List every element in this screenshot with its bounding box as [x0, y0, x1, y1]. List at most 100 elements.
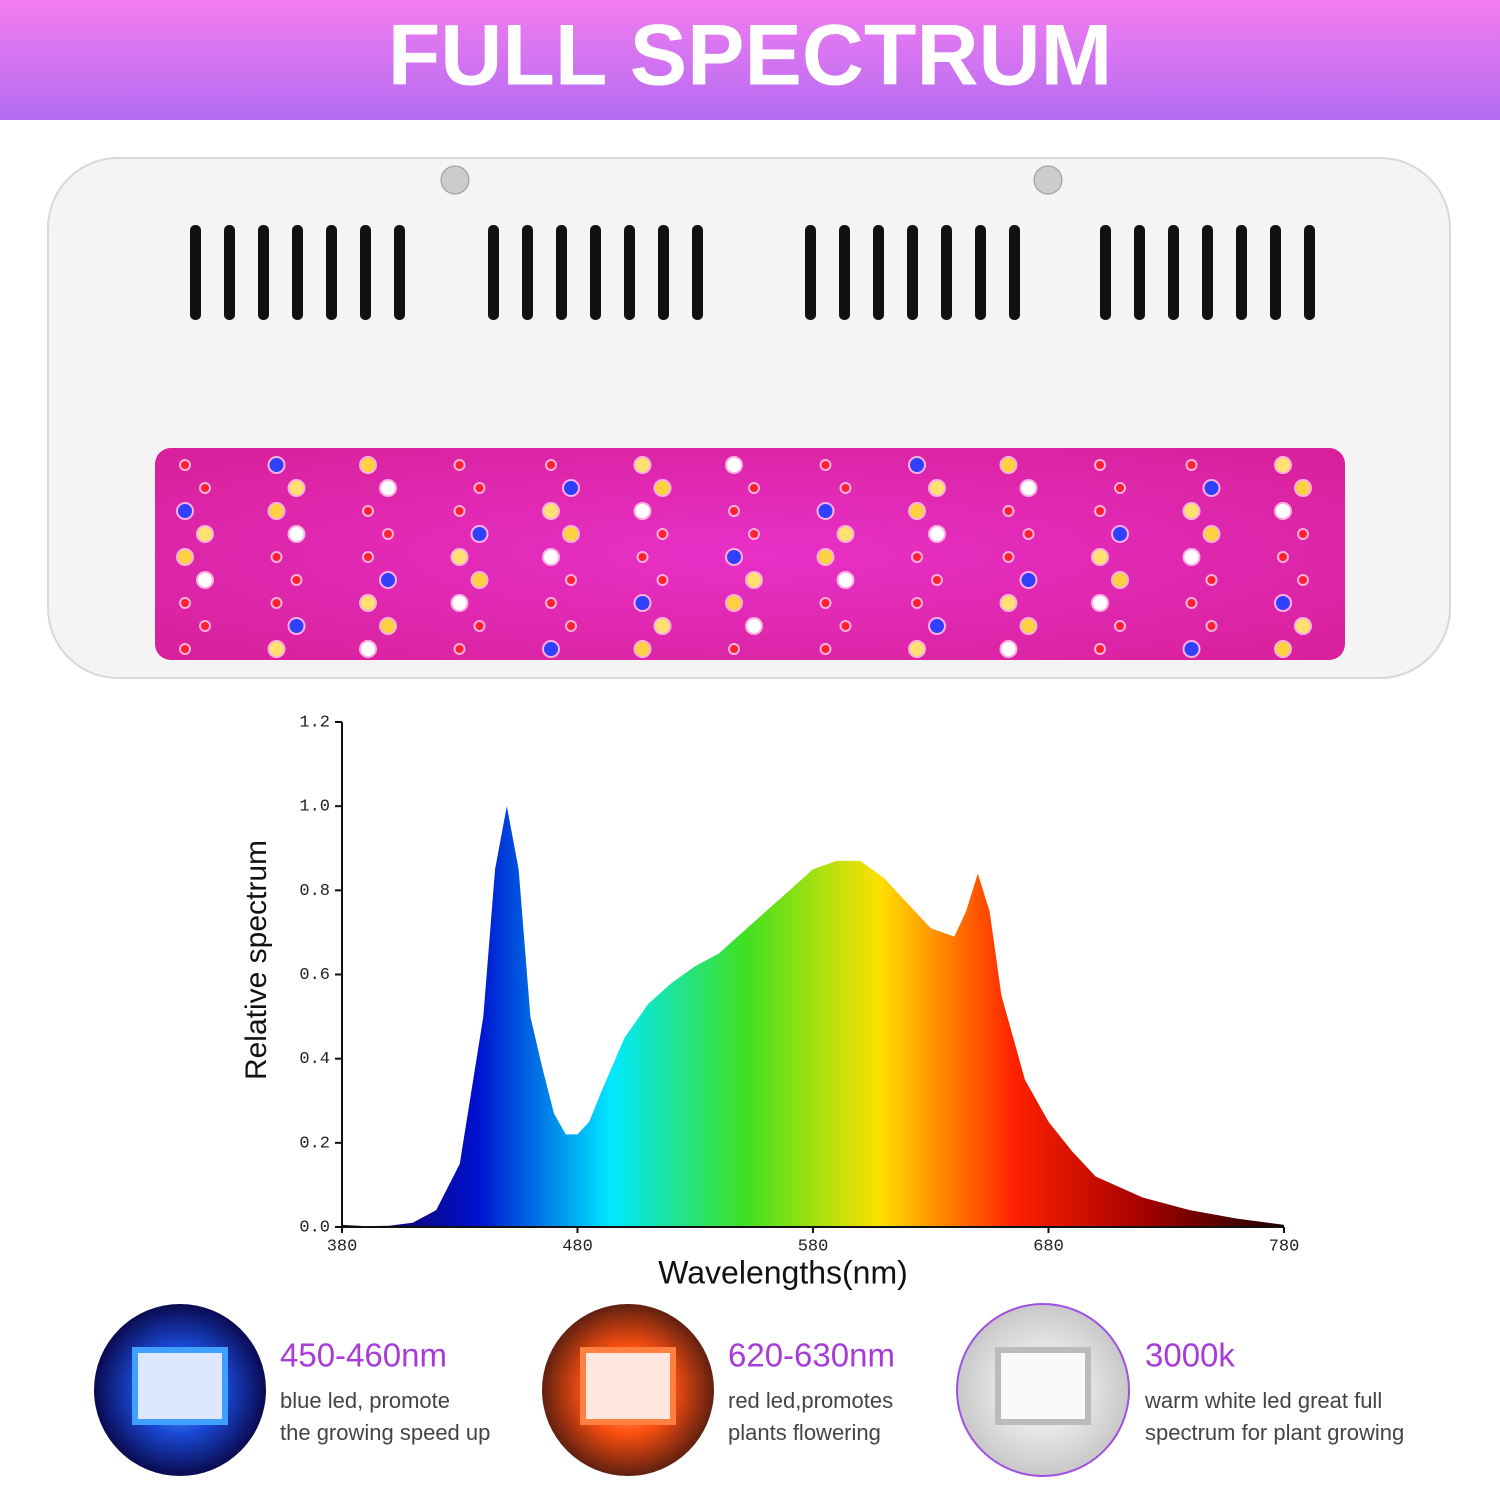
led	[470, 571, 489, 589]
led	[633, 456, 652, 474]
led	[196, 571, 214, 589]
feature-text: red led,promotes	[728, 1388, 893, 1413]
led	[565, 620, 577, 632]
feature-text: warm white led great full	[1144, 1388, 1382, 1413]
feature-title: 3000k	[1145, 1337, 1235, 1374]
led	[287, 525, 306, 543]
led	[836, 571, 855, 589]
vent	[1236, 225, 1247, 320]
led	[359, 640, 377, 658]
vent	[873, 225, 884, 320]
vent	[805, 225, 816, 320]
led	[176, 502, 194, 520]
y-tick-label: 0.8	[299, 882, 330, 901]
y-tick-label: 0.4	[299, 1050, 330, 1069]
y-axis-label: Relative spectrum	[240, 840, 273, 1080]
led	[1185, 459, 1198, 471]
led	[928, 617, 946, 635]
led	[999, 640, 1018, 658]
led	[1202, 479, 1221, 497]
x-tick-label: 380	[327, 1237, 358, 1256]
vent	[190, 225, 201, 320]
led	[1094, 459, 1106, 471]
vent	[394, 225, 405, 320]
led	[633, 594, 652, 612]
led	[270, 597, 283, 609]
led	[816, 548, 835, 566]
led	[362, 505, 374, 517]
led	[1294, 479, 1312, 497]
vent	[839, 225, 850, 320]
led	[1091, 548, 1109, 566]
led	[1019, 617, 1038, 635]
led	[819, 459, 832, 471]
header-band	[0, 0, 1500, 120]
led	[562, 525, 580, 543]
led	[819, 597, 832, 609]
led	[816, 502, 835, 520]
led	[1205, 620, 1218, 632]
led	[745, 617, 763, 635]
feature-icons	[94, 1303, 1130, 1477]
led	[379, 571, 397, 589]
led	[542, 640, 560, 658]
led	[1274, 640, 1292, 658]
led	[542, 502, 560, 520]
led	[839, 482, 852, 494]
led	[545, 597, 557, 609]
x-tick-label: 680	[1033, 1237, 1064, 1256]
feature-text: the growing speed up	[280, 1420, 490, 1445]
led	[565, 574, 577, 586]
led	[542, 548, 560, 566]
led	[633, 640, 652, 658]
led	[267, 502, 286, 520]
led	[1277, 551, 1289, 563]
led	[287, 617, 306, 635]
y-tick-label: 0.0	[299, 1218, 330, 1237]
y-tick-label: 0.2	[299, 1134, 330, 1153]
vent	[1134, 225, 1145, 320]
led	[450, 548, 469, 566]
led	[999, 594, 1018, 612]
led	[1274, 456, 1292, 474]
y-tick-label: 0.6	[299, 966, 330, 985]
led	[728, 505, 740, 517]
x-tick-label: 780	[1269, 1237, 1300, 1256]
led	[1297, 528, 1309, 540]
led	[290, 574, 303, 586]
led	[725, 594, 743, 612]
vent	[360, 225, 371, 320]
led	[656, 528, 669, 540]
led	[1022, 528, 1035, 540]
led	[911, 551, 923, 563]
led	[176, 548, 194, 566]
led	[725, 456, 743, 474]
led	[359, 594, 377, 612]
led	[653, 479, 672, 497]
vent	[1202, 225, 1213, 320]
led	[1114, 620, 1126, 632]
vent	[488, 225, 499, 320]
vent	[1304, 225, 1315, 320]
led	[819, 643, 832, 655]
led	[999, 456, 1018, 474]
vent	[1168, 225, 1179, 320]
led	[179, 643, 191, 655]
led	[908, 502, 926, 520]
led	[453, 459, 466, 471]
header-title: FULL SPECTRUM	[388, 8, 1113, 104]
led	[1182, 502, 1201, 520]
vent	[624, 225, 635, 320]
led	[656, 574, 669, 586]
led	[1185, 597, 1198, 609]
led	[928, 525, 946, 543]
led	[196, 525, 214, 543]
plot: 0.0 0.2 0.4 0.6 0.8 1.0 1.2 380 480 580 680 780	[299, 713, 1299, 1256]
led	[728, 643, 740, 655]
led	[1111, 525, 1129, 543]
led	[359, 456, 377, 474]
led	[199, 482, 211, 494]
led	[1274, 502, 1292, 520]
led	[1019, 479, 1038, 497]
led	[908, 640, 926, 658]
